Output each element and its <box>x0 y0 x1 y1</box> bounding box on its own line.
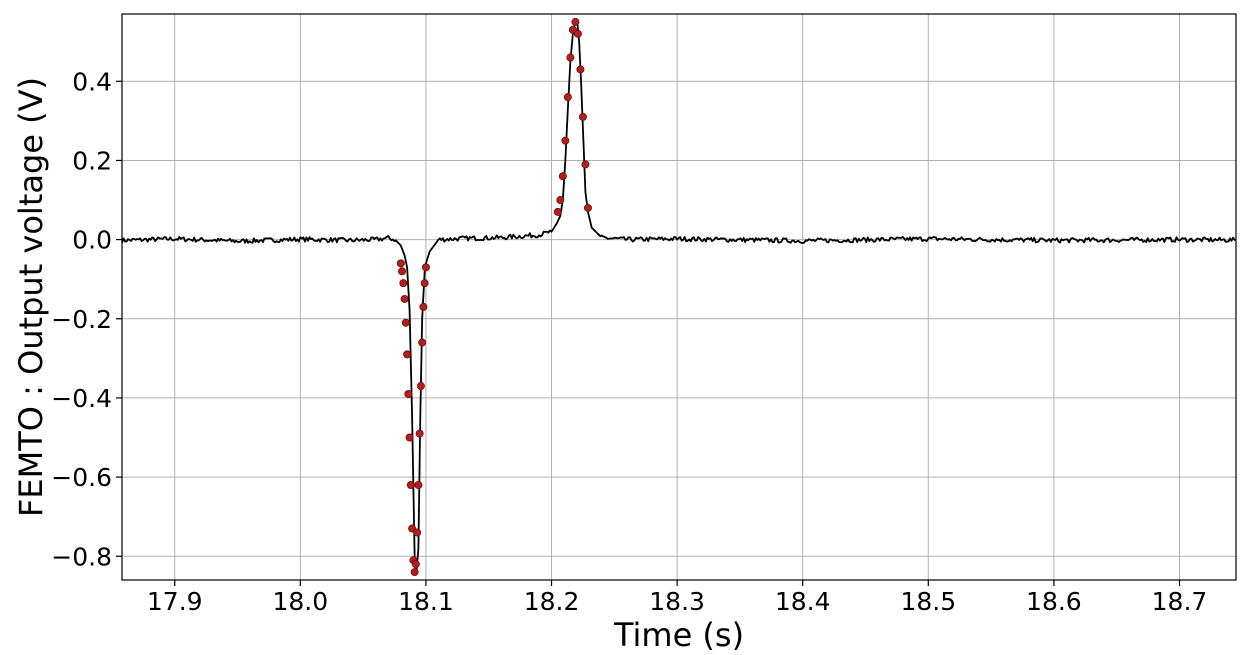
y-tick-label: 0.0 <box>72 226 112 255</box>
data-point-marker <box>419 302 428 311</box>
data-point-marker <box>415 429 424 438</box>
data-point-marker <box>563 93 572 102</box>
data-point-marker <box>576 65 585 74</box>
y-tick-label: −0.4 <box>51 384 112 413</box>
x-tick-label: 18.5 <box>900 587 956 616</box>
data-point-marker <box>421 263 430 272</box>
data-point-marker <box>418 338 427 347</box>
x-tick-label: 17.9 <box>147 587 203 616</box>
data-point-marker <box>416 382 425 391</box>
series-layer <box>121 17 1237 577</box>
x-tick-label: 18.7 <box>1152 587 1208 616</box>
plot-frame <box>121 13 1237 581</box>
data-point-marker <box>411 560 420 569</box>
x-axis-ticks: 17.9 18.0 18.1 18.2 18.3 18.4 18.5 18.6 18.7 <box>147 580 1207 616</box>
x-tick-label: 18.3 <box>649 587 705 616</box>
y-tick-label: −0.2 <box>51 305 112 334</box>
grid <box>122 14 1236 580</box>
series-line <box>121 21 1237 573</box>
y-tick-label: 0.4 <box>72 67 112 96</box>
y-axis-label: FEMTO : Output voltage (V) <box>12 77 50 517</box>
y-tick-label: −0.6 <box>51 463 112 492</box>
x-axis-label: Time (s) <box>613 616 744 654</box>
data-point-marker <box>578 112 587 121</box>
data-point-marker <box>581 160 590 169</box>
data-point-marker <box>400 294 409 303</box>
data-point-marker <box>583 203 592 212</box>
data-point-marker <box>401 318 410 327</box>
y-axis-ticks: 0.4 0.2 0.0 −0.2 −0.4 −0.6 −0.8 <box>51 67 122 571</box>
data-point-marker <box>573 29 582 38</box>
data-point-marker <box>420 279 429 288</box>
x-tick-label: 18.1 <box>398 587 454 616</box>
data-point-marker <box>406 481 415 490</box>
data-point-marker <box>403 350 412 359</box>
data-point-marker <box>414 481 423 490</box>
data-point-marker <box>556 196 565 205</box>
data-point-marker <box>396 259 405 268</box>
data-point-marker <box>553 207 562 216</box>
data-point-marker <box>566 53 575 62</box>
data-point-marker <box>399 279 408 288</box>
x-tick-label: 18.2 <box>524 587 580 616</box>
x-tick-label: 18.0 <box>273 587 329 616</box>
data-point-marker <box>561 136 570 145</box>
data-point-marker <box>410 568 419 577</box>
data-point-marker <box>405 433 414 442</box>
x-tick-label: 18.6 <box>1026 587 1082 616</box>
data-point-marker <box>404 389 413 398</box>
x-tick-label: 18.4 <box>775 587 831 616</box>
y-tick-label: 0.2 <box>72 146 112 175</box>
data-point-marker <box>413 528 422 537</box>
data-point-marker <box>558 172 567 181</box>
data-point-marker <box>571 17 580 26</box>
data-point-marker <box>398 267 407 276</box>
y-tick-label: −0.8 <box>51 542 112 571</box>
